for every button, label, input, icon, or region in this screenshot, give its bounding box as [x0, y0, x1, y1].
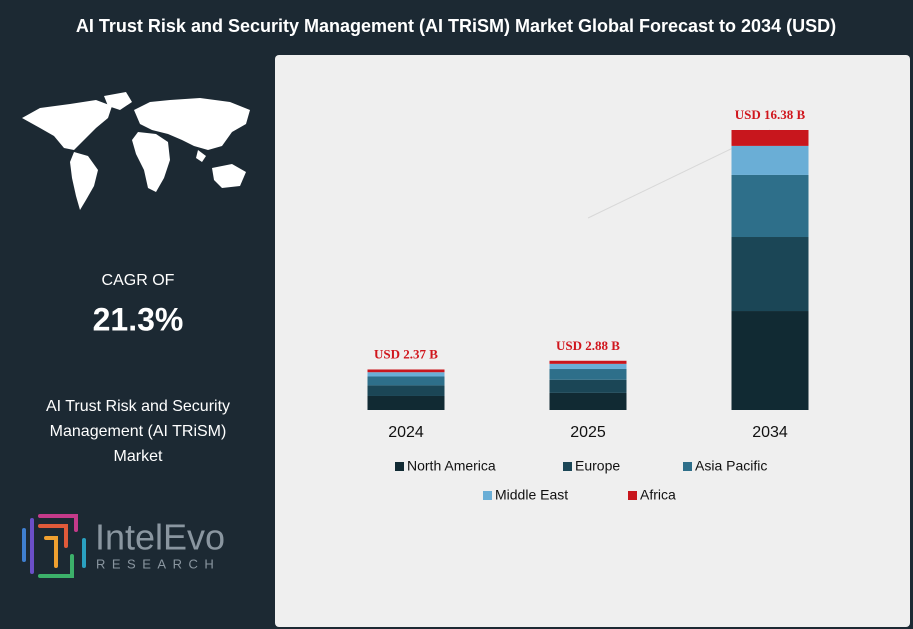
legend-swatch — [628, 491, 637, 500]
bar-segment — [731, 145, 809, 175]
bar-segment — [731, 174, 809, 238]
bar-segment — [731, 311, 809, 410]
bar-segment — [367, 376, 445, 386]
bar-segment — [549, 392, 627, 410]
cagr-value: 21.3% — [93, 301, 184, 337]
bar-segment — [549, 360, 627, 364]
bar-segment — [549, 363, 627, 369]
bar-segment — [367, 369, 445, 373]
total-label: USD 16.38 B — [735, 107, 806, 122]
legend-label: Middle East — [495, 487, 568, 503]
bar-segment — [731, 237, 809, 312]
x-tick-label: 2034 — [752, 424, 788, 441]
x-tick-label: 2025 — [570, 424, 606, 441]
bar-segment — [549, 368, 627, 380]
world-map — [22, 92, 250, 210]
bar-segment — [549, 379, 627, 393]
logo-sub: RESEARCH — [96, 556, 220, 571]
bar-segment — [367, 395, 445, 410]
legend-label: Asia Pacific — [695, 458, 767, 474]
bar-segment — [367, 372, 445, 377]
legend-swatch — [563, 462, 572, 471]
legend-label: Europe — [575, 458, 620, 474]
bar-segment — [731, 130, 809, 146]
legend-label: Africa — [640, 487, 676, 503]
market-name: Management (AI TRiSM) — [50, 423, 227, 440]
cagr-label: CAGR OF — [102, 272, 175, 289]
legend-swatch — [483, 491, 492, 500]
legend-swatch — [395, 462, 404, 471]
legend-swatch — [683, 462, 692, 471]
total-label: USD 2.37 B — [374, 346, 438, 361]
logo-mark — [22, 514, 86, 578]
market-name: Market — [114, 448, 163, 465]
total-label: USD 2.88 B — [556, 338, 620, 353]
chart-title: AI Trust Risk and Security Management (A… — [76, 16, 836, 36]
x-tick-label: 2024 — [388, 424, 424, 441]
logo-name: IntelEvo — [95, 517, 225, 558]
bar-segment — [367, 385, 445, 396]
legend-label: North America — [407, 458, 496, 474]
market-name: AI Trust Risk and Security — [46, 398, 230, 415]
